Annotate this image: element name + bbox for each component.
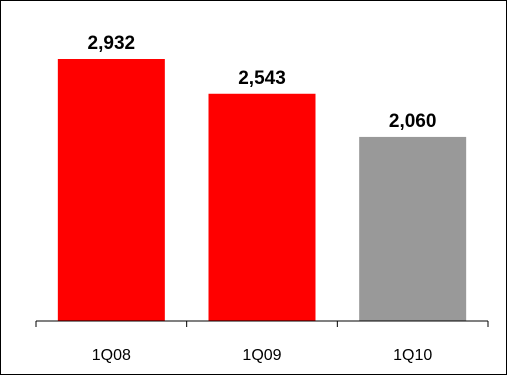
x-tick-label-1q09: 1Q09 xyxy=(242,347,281,364)
x-tick-label-1q10: 1Q10 xyxy=(393,347,432,364)
x-tick-label-1q08: 1Q08 xyxy=(92,347,131,364)
value-labels-group: 2,932 2,543 2,060 xyxy=(88,33,437,132)
bar-1q10 xyxy=(359,136,467,321)
value-label-1q09: 2,543 xyxy=(238,68,286,89)
value-label-1q08: 2,932 xyxy=(88,33,136,54)
bar-1q08 xyxy=(57,59,165,321)
x-ticks-group xyxy=(35,321,489,327)
bar-1q09 xyxy=(208,93,316,321)
value-label-1q10: 2,060 xyxy=(389,111,437,132)
bars-group xyxy=(57,59,467,321)
x-tick-labels-group: 1Q08 1Q09 1Q10 xyxy=(92,347,433,364)
